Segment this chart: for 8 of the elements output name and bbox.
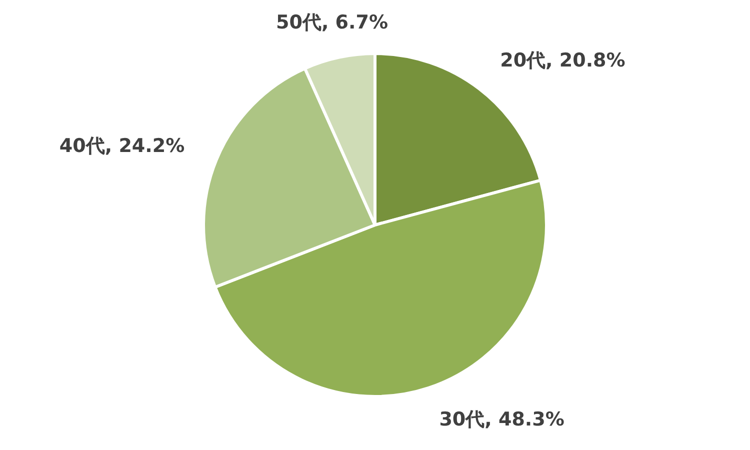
slice-label: 50代 bbox=[276, 12, 322, 34]
slice-label: 40代 bbox=[59, 134, 105, 157]
data-label: , 24.2% bbox=[104, 134, 185, 157]
data-label: , 6.7% bbox=[321, 12, 388, 34]
data-label: , 20.8% bbox=[546, 50, 626, 72]
data-label: , 48.3% bbox=[484, 408, 564, 430]
slice-label: 30代 bbox=[439, 408, 485, 430]
slice-label: 20代 bbox=[500, 50, 546, 72]
